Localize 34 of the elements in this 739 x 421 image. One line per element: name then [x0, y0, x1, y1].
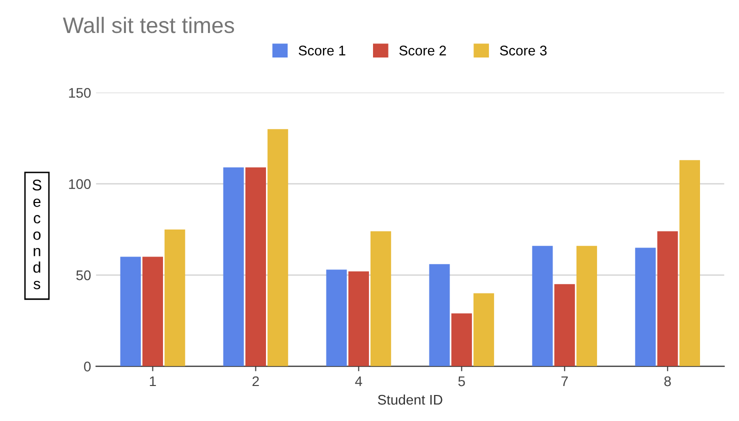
bar	[554, 284, 575, 366]
bar	[245, 167, 266, 366]
chart-title: Wall sit test times	[62, 16, 234, 34]
x-tick-label: 4	[355, 376, 362, 386]
bar	[429, 264, 450, 366]
bar	[451, 313, 472, 366]
x-tick-label: 7	[561, 376, 568, 386]
bar	[576, 246, 598, 366]
bar	[370, 231, 392, 366]
bar	[268, 129, 288, 366]
legend-label: Score 2	[399, 46, 446, 56]
legend-label: Score 1	[298, 46, 346, 56]
bar	[326, 270, 347, 366]
y-axis-title: Seconds	[32, 180, 42, 290]
bar	[142, 256, 164, 366]
y-tick-label: 0	[84, 362, 91, 372]
x-tick-label: 2	[252, 376, 259, 386]
bar	[532, 246, 553, 366]
legend-label: Score 3	[500, 46, 547, 56]
bar	[223, 167, 244, 366]
x-axis-title: Student ID	[378, 394, 442, 405]
y-tick-label: 100	[69, 179, 91, 190]
x-tick-label: 5	[458, 376, 465, 386]
bar	[120, 256, 141, 366]
bar	[473, 293, 494, 366]
bar	[635, 248, 656, 366]
bar	[164, 229, 186, 366]
bar	[657, 231, 678, 366]
bar	[679, 160, 700, 366]
x-tick-label: 8	[664, 376, 671, 386]
bar	[348, 271, 369, 366]
y-tick-label: 150	[69, 88, 91, 98]
x-tick-label: 1	[150, 376, 156, 386]
y-tick-label: 50	[76, 270, 91, 280]
